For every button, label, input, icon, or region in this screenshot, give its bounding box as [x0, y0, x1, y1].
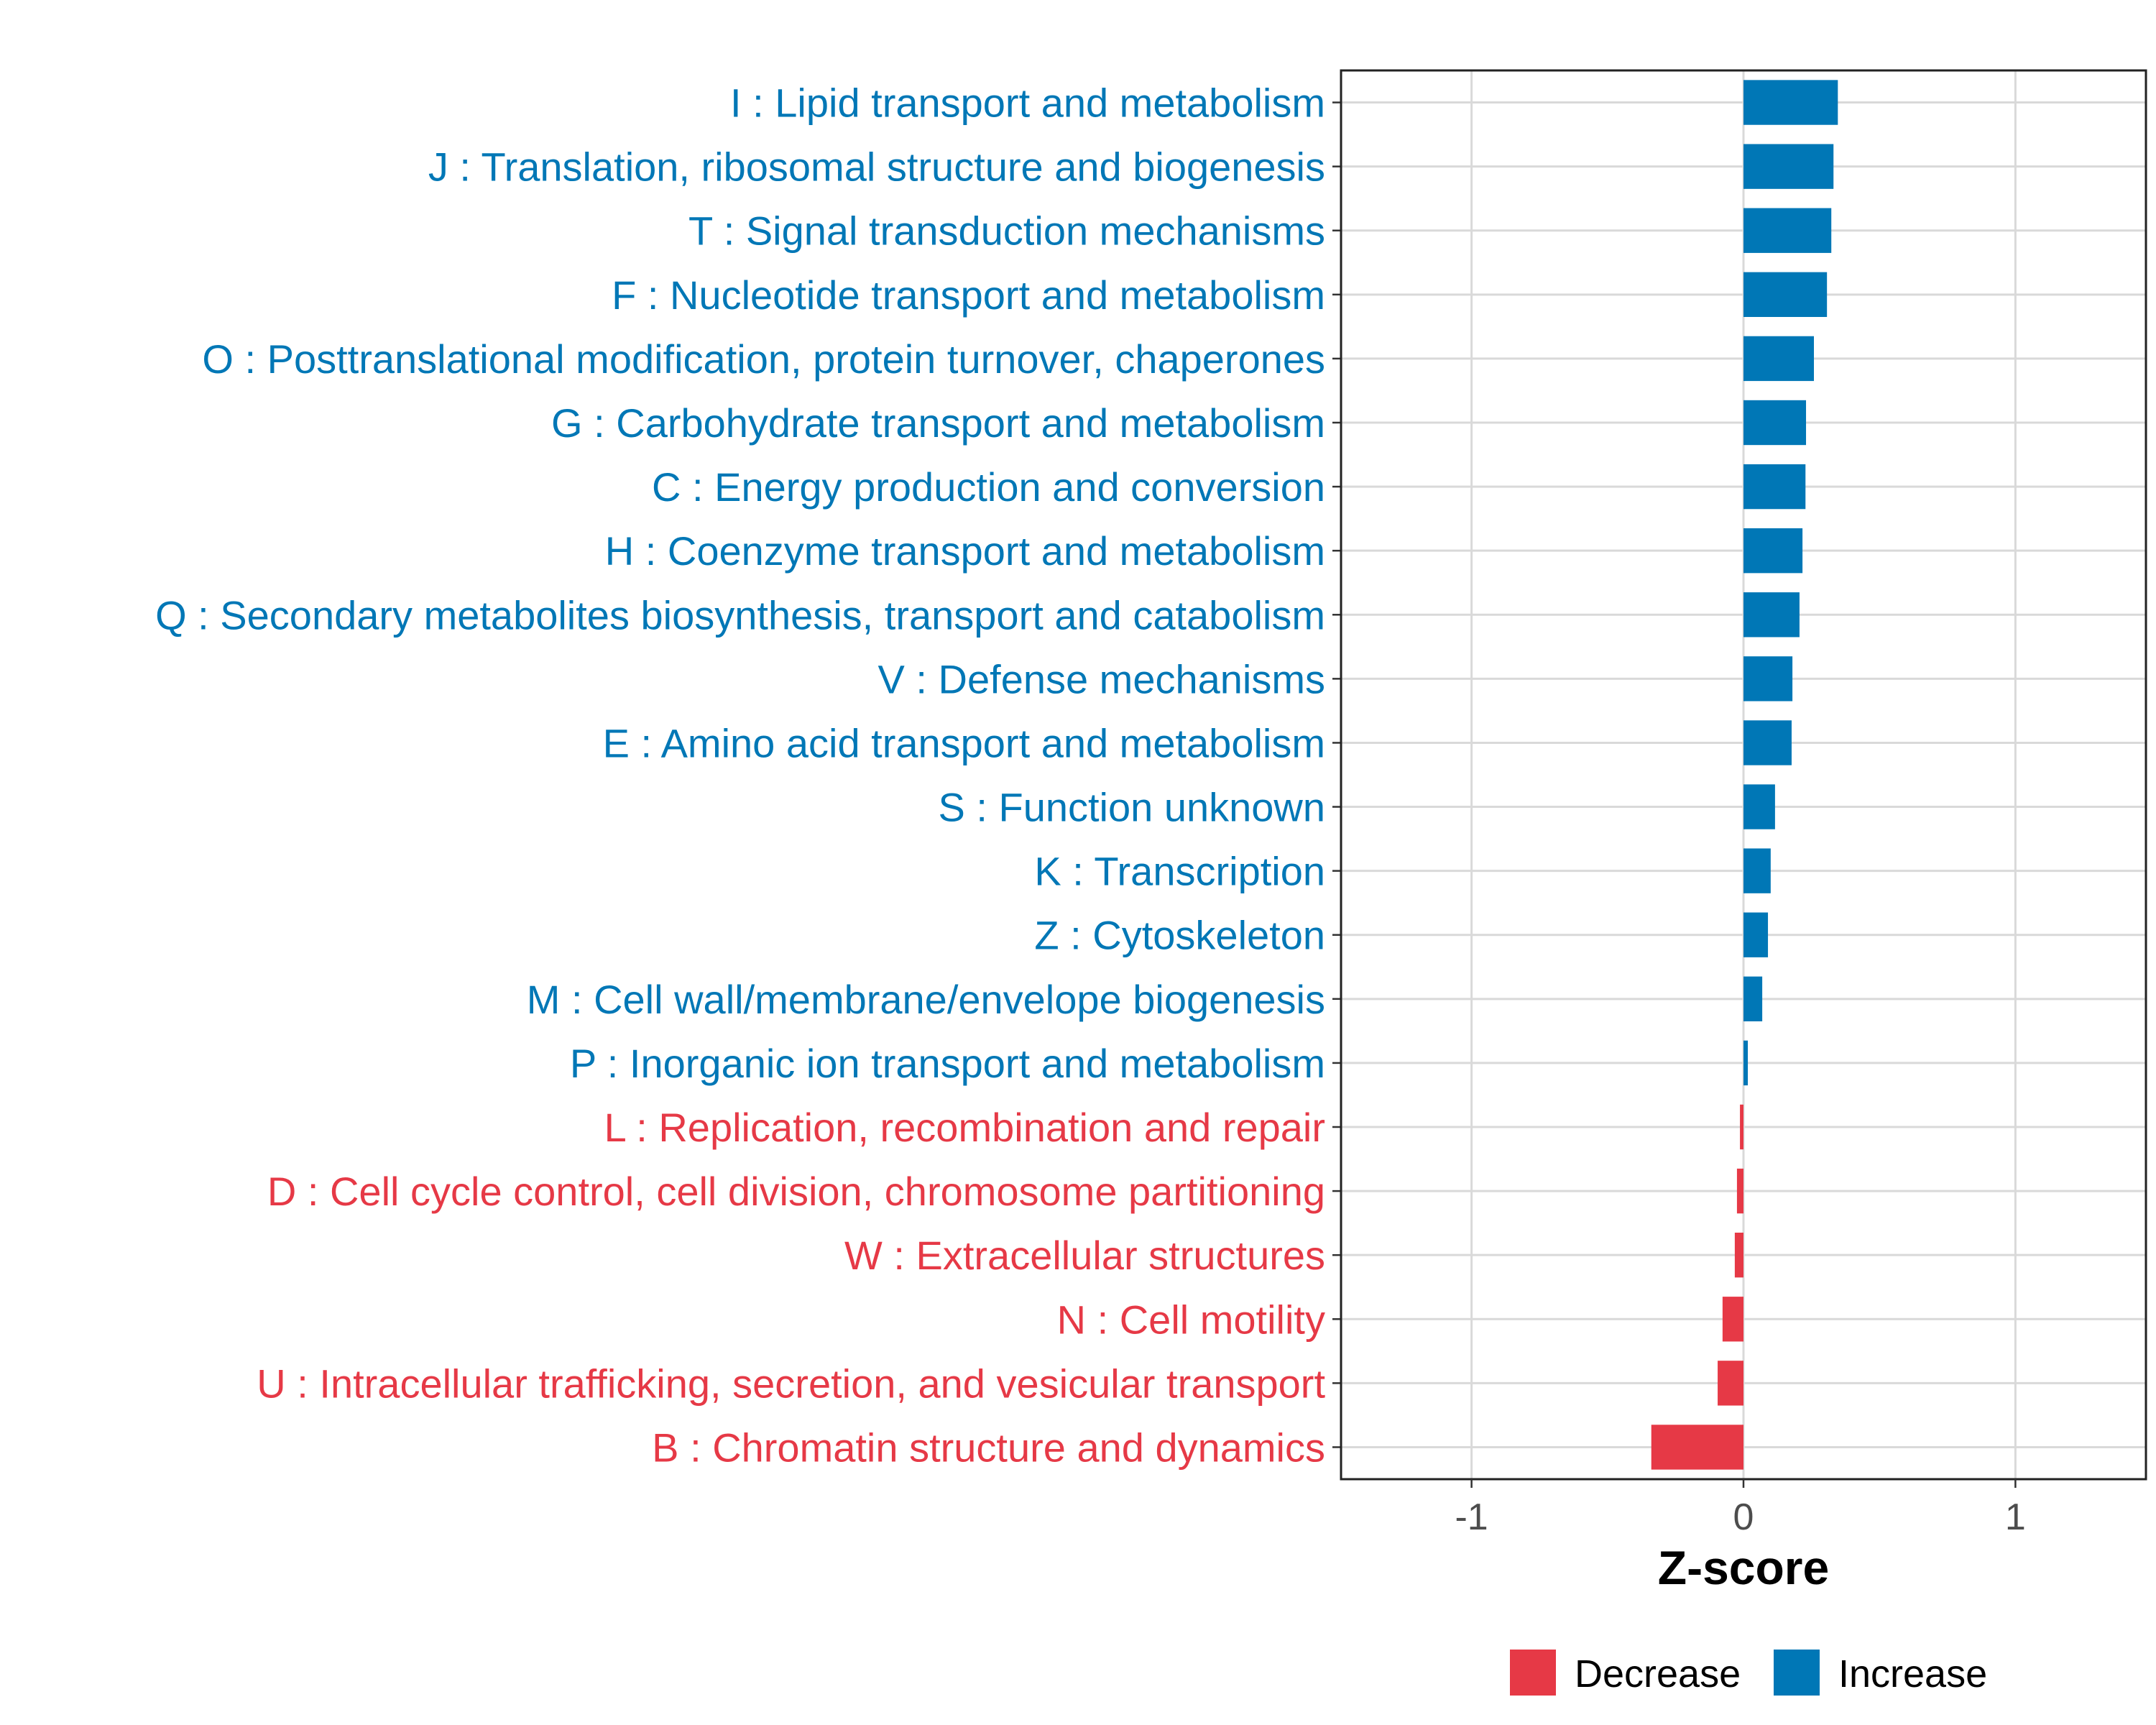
- category-label: O : Posttranslational modification, prot…: [202, 336, 1325, 382]
- category-label: K : Transcription: [1034, 849, 1325, 894]
- bar: [1740, 1104, 1743, 1150]
- category-label: H : Coenzyme transport and metabolism: [605, 528, 1325, 574]
- category-label: U : Intracellular trafficking, secretion…: [257, 1361, 1325, 1406]
- category-label: V : Defense mechanisms: [878, 656, 1325, 702]
- bar: [1722, 1297, 1743, 1342]
- bar: [1743, 400, 1807, 446]
- category-label: N : Cell motility: [1057, 1297, 1325, 1342]
- category-label: D : Cell cycle control, cell division, c…: [267, 1169, 1325, 1214]
- legend-label-increase: Increase: [1838, 1652, 1987, 1696]
- bar: [1743, 336, 1814, 382]
- bar: [1718, 1361, 1743, 1406]
- category-label: Q : Secondary metabolites biosynthesis, …: [155, 592, 1325, 638]
- bar: [1743, 144, 1834, 189]
- legend-key-decrease: [1510, 1650, 1556, 1696]
- category-label: F : Nucleotide transport and metabolism: [612, 272, 1325, 318]
- bar: [1651, 1425, 1743, 1470]
- category-label: T : Signal transduction mechanisms: [688, 208, 1325, 254]
- bar: [1743, 80, 1838, 125]
- x-axis-title: Z-score: [1658, 1541, 1829, 1594]
- category-label: Z : Cytoskeleton: [1034, 913, 1325, 958]
- bar: [1736, 1168, 1743, 1214]
- category-label: B : Chromatin structure and dynamics: [652, 1425, 1325, 1470]
- bar: [1743, 464, 1806, 510]
- bar: [1743, 208, 1832, 253]
- legend-label-decrease: Decrease: [1575, 1652, 1741, 1696]
- bar: [1743, 272, 1828, 317]
- x-tick-label: 0: [1733, 1496, 1754, 1538]
- category-label: L : Replication, recombination and repai…: [604, 1105, 1325, 1150]
- category-label: P : Inorganic ion transport and metaboli…: [570, 1041, 1325, 1086]
- category-label: J : Translation, ribosomal structure and…: [428, 144, 1325, 190]
- legend-key-increase: [1774, 1650, 1820, 1696]
- bar: [1743, 656, 1793, 702]
- bar: [1743, 592, 1800, 638]
- x-tick-label: 1: [2005, 1496, 2026, 1538]
- bar: [1743, 848, 1771, 893]
- category-label: E : Amino acid transport and metabolism: [603, 720, 1325, 765]
- category-label: W : Extracellular structures: [844, 1233, 1325, 1278]
- bar: [1743, 784, 1775, 829]
- bar: [1743, 528, 1803, 574]
- category-label: G : Carbohydrate transport and metabolis…: [551, 400, 1325, 446]
- category-label: C : Energy production and conversion: [652, 464, 1325, 510]
- category-label: S : Function unknown: [938, 785, 1325, 830]
- bar: [1743, 720, 1792, 765]
- bar: [1743, 912, 1769, 957]
- x-tick-label: -1: [1455, 1496, 1488, 1538]
- bar: [1743, 1040, 1749, 1086]
- category-label: M : Cell wall/membrane/envelope biogenes…: [527, 977, 1325, 1022]
- bar: [1743, 976, 1763, 1021]
- bar: [1734, 1233, 1743, 1278]
- category-label: I : Lipid transport and metabolism: [730, 80, 1325, 126]
